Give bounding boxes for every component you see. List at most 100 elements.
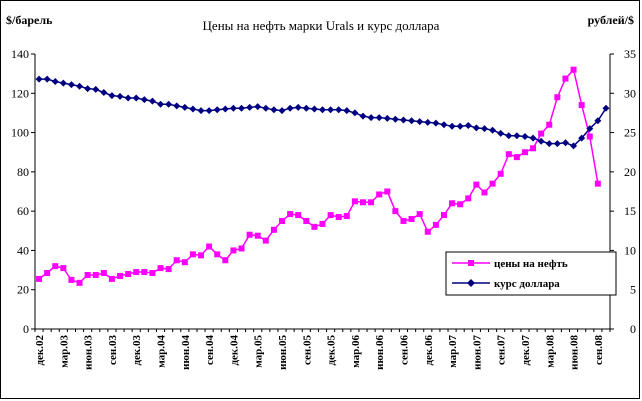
oil-price-point — [473, 181, 480, 188]
left-y-tick-label: 140 — [11, 47, 29, 61]
usd-rate-point — [173, 102, 181, 110]
usd-rate-point — [238, 104, 246, 112]
usd-rate-point — [286, 104, 294, 112]
usd-rate-point — [529, 134, 537, 142]
x-tick-label: сен.03 — [107, 335, 119, 365]
right-y-tick-label: 30 — [624, 86, 636, 100]
x-tick-label: дек.02 — [34, 335, 46, 366]
legend-label-usd: курс доллара — [494, 278, 560, 290]
left-y-tick-label: 100 — [11, 126, 29, 140]
x-tick-label: сен.07 — [496, 335, 508, 365]
oil-price-point — [530, 145, 537, 152]
oil-price-point — [359, 199, 366, 206]
usd-rate-point — [197, 107, 205, 115]
left-y-tick-label: 80 — [17, 165, 29, 179]
left-y-tick-label: 0 — [23, 322, 29, 336]
usd-rate-point — [229, 104, 237, 112]
oil-price-point — [311, 223, 318, 230]
usd-rate-point — [278, 107, 286, 115]
left-y-tick-label: 20 — [17, 283, 29, 297]
usd-rate-point — [213, 106, 221, 114]
usd-rate-point — [537, 137, 545, 145]
legend: цены на нефть курс доллара — [445, 251, 617, 296]
oil-price-point — [117, 272, 124, 279]
right-y-tick-label: 35 — [624, 47, 636, 61]
usd-rate-point — [521, 133, 529, 140]
oil-price-point — [400, 217, 407, 224]
x-tick-label: дек.04 — [228, 335, 240, 366]
usd-rate-point — [399, 116, 407, 124]
usd-rate-point — [246, 103, 254, 111]
usd-rate-point — [343, 107, 351, 115]
oil-price-point — [133, 269, 140, 276]
legend-swatch-usd-marker — [467, 279, 475, 287]
oil-price-point — [351, 198, 358, 205]
usd-rate-point — [35, 75, 43, 83]
usd-rate-point — [391, 115, 399, 123]
oil-price-point — [76, 279, 83, 286]
oil-price-point — [327, 212, 334, 219]
usd-rate-point — [335, 106, 343, 114]
oil-price-point — [424, 228, 431, 235]
usd-rate-point — [464, 122, 472, 129]
oil-price-point — [108, 275, 115, 282]
x-tick-label: сен.06 — [398, 335, 410, 365]
usd-rate-point — [302, 104, 310, 112]
x-tick-label: дек.05 — [326, 335, 338, 366]
usd-rate-point — [351, 109, 359, 117]
oil-price-point — [538, 130, 545, 137]
oil-price-point — [481, 189, 488, 196]
usd-rate-point — [480, 125, 488, 133]
oil-price-point — [238, 245, 245, 252]
oil-price-point — [149, 270, 156, 277]
usd-rate-point — [545, 140, 553, 148]
oil-price-point — [408, 216, 415, 222]
usd-rate-point — [84, 85, 92, 93]
legend-label-oil: цены на нефть — [494, 258, 568, 270]
usd-rate-point — [594, 117, 602, 125]
usd-rate-point — [456, 122, 464, 130]
oil-price-point — [513, 154, 520, 161]
oil-price-point — [270, 226, 277, 233]
left-y-tick-label: 60 — [17, 204, 29, 218]
oil-price-point — [165, 266, 172, 273]
usd-rate-point — [59, 79, 67, 87]
usd-rate-point — [92, 85, 100, 93]
left-axis-unit: $/барель — [6, 13, 53, 27]
oil-price-point — [376, 191, 383, 198]
oil-price-point — [181, 259, 188, 266]
oil-price-point — [68, 276, 75, 283]
usd-rate-point — [383, 114, 391, 122]
oil-price-point — [497, 170, 504, 177]
right-y-tick-label: 0 — [630, 322, 636, 336]
oil-price-point — [594, 180, 601, 187]
usd-rate-point — [67, 81, 75, 89]
oil-price-point — [157, 265, 164, 272]
x-tick-label: июн.07 — [471, 335, 483, 370]
left-y-tick-label: 40 — [17, 243, 29, 257]
x-tick-label: дек.07 — [520, 335, 532, 366]
usd-rate-point — [440, 121, 448, 129]
usd-rate-point — [116, 92, 124, 100]
oil-price-point — [198, 252, 205, 259]
oil-price-point — [173, 257, 180, 264]
usd-rate-point — [132, 94, 140, 102]
legend-box — [445, 251, 617, 296]
oil-price-point — [254, 232, 261, 239]
oil-price-point — [222, 257, 229, 264]
oil-price-point — [570, 66, 577, 73]
oil-price-point — [586, 133, 593, 140]
x-tick-label: мар.04 — [156, 335, 168, 368]
usd-rate-point — [327, 106, 335, 114]
oil-price-point — [505, 151, 512, 158]
oil-price-point — [246, 231, 253, 238]
x-tick-label: мар.08 — [544, 335, 556, 368]
x-tick-label: мар.06 — [350, 335, 362, 368]
oil-price-point — [440, 212, 447, 219]
oil-price-point — [578, 102, 585, 109]
usd-rate-point — [76, 82, 84, 90]
right-axis-unit: рублей/$ — [588, 13, 634, 27]
oil-price-point — [335, 214, 342, 221]
oil-price-point — [36, 275, 43, 282]
